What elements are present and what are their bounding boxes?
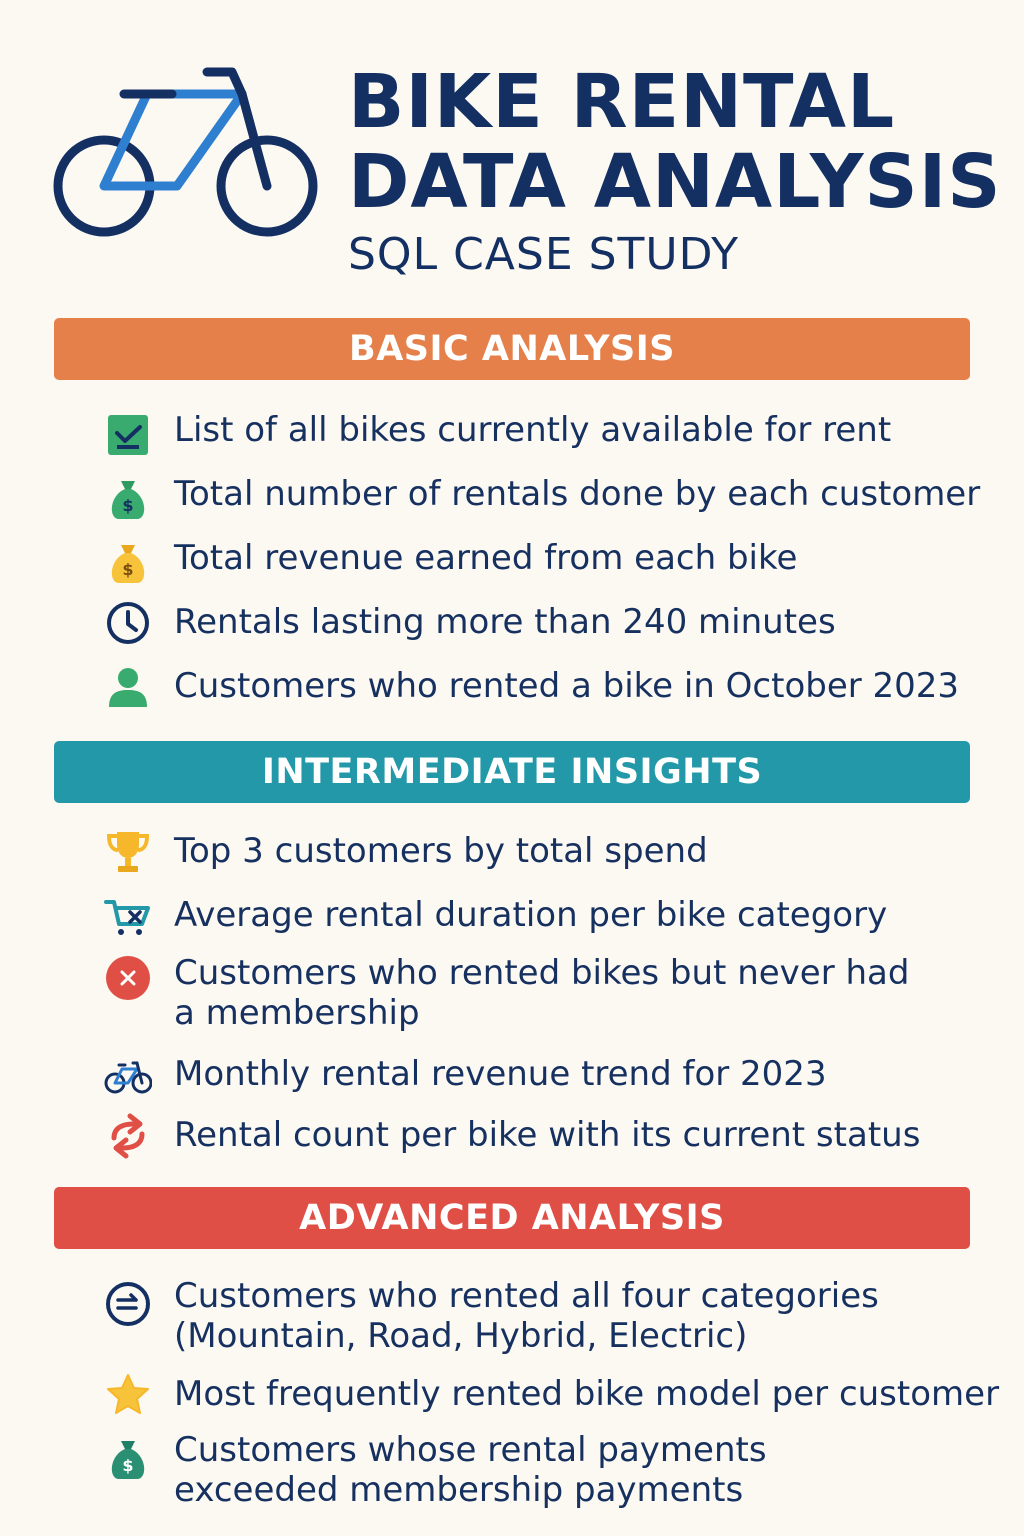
- page-title-line-2: DATA ANALYSIS: [348, 139, 1002, 225]
- page-title-line-1: BIKE RENTAL: [348, 59, 896, 145]
- section-header-basic: BASIC ANALYSIS: [54, 318, 970, 380]
- repeat-arrows-icon: [111, 1113, 145, 1159]
- bicycle-logo-icon: [53, 67, 318, 237]
- svg-text:$: $: [122, 496, 133, 515]
- clock-icon: [107, 602, 149, 644]
- cart-icon: [104, 900, 150, 935]
- x-circle-icon: [106, 956, 150, 1000]
- money-bag-icon: $: [111, 1441, 145, 1479]
- svg-text:$: $: [122, 1456, 133, 1475]
- item-text-line-2: a membership: [174, 993, 420, 1033]
- item-text: Average rental duration per bike categor…: [174, 895, 888, 935]
- item-text: Rentals lasting more than 240 minutes: [174, 602, 836, 642]
- star-icon: [107, 1374, 149, 1414]
- item-text: Top 3 customers by total spend: [174, 831, 708, 871]
- money-bag-icon: $: [111, 481, 145, 519]
- item-text-line-1: Customers whose rental payments: [174, 1430, 767, 1470]
- item-text-line-2: exceeded membership payments: [174, 1470, 744, 1510]
- item-text: Monthly rental revenue trend for 2023: [174, 1054, 827, 1094]
- header: BIKE RENTAL DATA ANALYSIS SQL CASE STUDY: [0, 0, 1024, 300]
- section-header-intermediate: INTERMEDIATE INSIGHTS: [54, 741, 970, 803]
- item-text: Total number of rentals done by each cus…: [174, 474, 981, 514]
- item-text-line-1: Customers who rented all four categories: [174, 1276, 879, 1316]
- money-bag-icon: $: [111, 545, 145, 583]
- svg-text:$: $: [122, 560, 133, 579]
- page-subtitle: SQL CASE STUDY: [348, 229, 739, 280]
- checkbox-icon: [108, 415, 148, 455]
- exchange-circle-icon: [106, 1282, 150, 1326]
- item-text: Most frequently rented bike model per cu…: [174, 1374, 1000, 1414]
- item-text-line-2: (Mountain, Road, Hybrid, Electric): [174, 1316, 748, 1356]
- item-text-line-1: Customers who rented bikes but never had: [174, 953, 910, 993]
- person-icon: [109, 668, 147, 707]
- item-text: Total revenue earned from each bike: [174, 538, 798, 578]
- bicycle-icon: [104, 1061, 152, 1094]
- item-text: Customers who rented a bike in October 2…: [174, 666, 960, 706]
- section-header-advanced: ADVANCED ANALYSIS: [54, 1187, 970, 1249]
- item-text: Rental count per bike with its current s…: [174, 1115, 921, 1155]
- trophy-icon: [106, 832, 150, 872]
- item-text: List of all bikes currently available fo…: [174, 410, 892, 450]
